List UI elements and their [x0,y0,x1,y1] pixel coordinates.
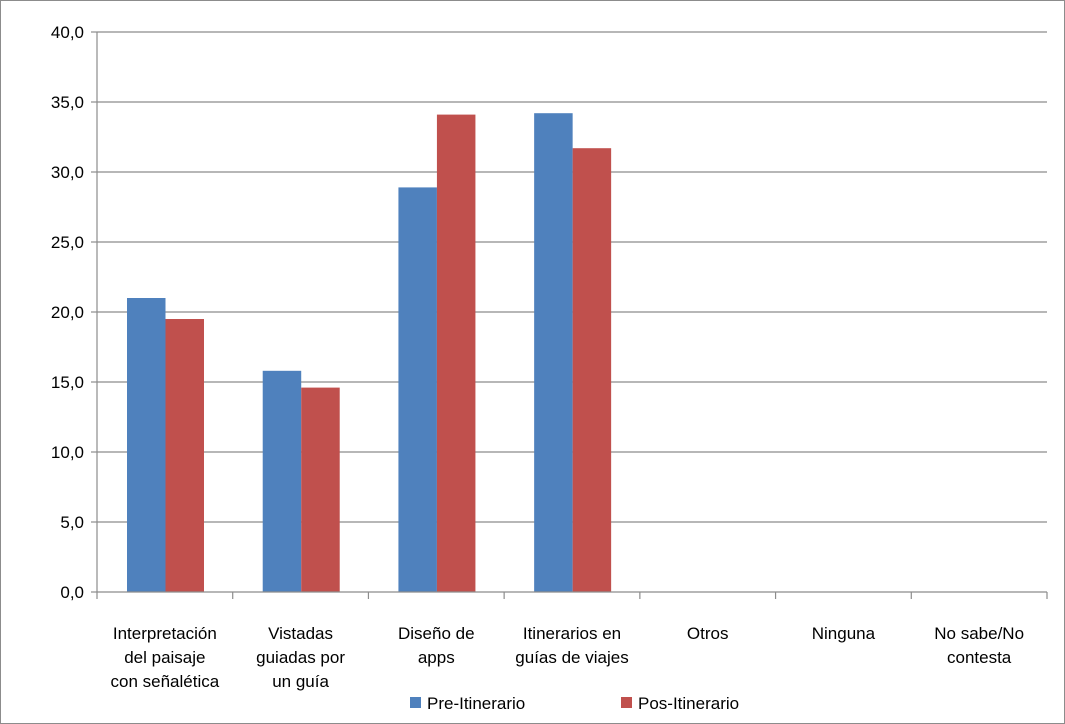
x-category-label: guías de viajes [515,648,628,667]
bar-pos-itinerario [436,114,476,592]
legend: Pre-Itinerario Pos-Itinerario [410,694,739,713]
legend-swatch-pos [621,697,632,708]
bar-pos-itinerario [572,148,612,592]
y-tick-label: 40,0 [51,23,84,42]
axes [96,32,1048,599]
bars [127,113,612,592]
x-category-label: No sabe/No [934,624,1024,643]
x-category-label: Ninguna [812,624,876,643]
y-tick-label: 10,0 [51,443,84,462]
y-tick-label: 25,0 [51,233,84,252]
x-category-label: Interpretación [113,624,217,643]
x-category-label: Itinerarios en [523,624,621,643]
legend-swatch-pre [410,697,421,708]
x-category-label: con señalética [111,672,220,691]
y-tick-label: 0,0 [60,583,84,602]
x-category-label: contesta [947,648,1012,667]
x-category-label: apps [418,648,455,667]
x-axis-labels: Interpretación del paisaje con señalética V… [111,624,1025,691]
legend-label: Pre-Itinerario [427,694,525,713]
bar-pos-itinerario [165,319,204,592]
bar-pos-itinerario [301,387,340,592]
y-tick-label: 5,0 [60,513,84,532]
legend-label: Pos-Itinerario [638,694,739,713]
bar-pre-itinerario [398,187,437,592]
y-tick-label: 35,0 [51,93,84,112]
y-tick-label: 20,0 [51,303,84,322]
x-category-label: del paisaje [124,648,205,667]
x-category-label: un guía [272,672,329,691]
x-category-label: Otros [687,624,729,643]
x-category-label: guiadas por [256,648,345,667]
y-axis-ticks: 0,0 5,0 10,0 15,0 20,0 25,0 30,0 35,0 40,0 [51,23,97,602]
x-category-label: Vistadas [268,624,333,643]
x-category-label: Diseño de [398,624,475,643]
y-tick-label: 15,0 [51,373,84,392]
bar-pre-itinerario [534,113,573,592]
bar-pre-itinerario [127,298,166,592]
bar-pre-itinerario [262,370,302,592]
y-tick-label: 30,0 [51,163,84,182]
